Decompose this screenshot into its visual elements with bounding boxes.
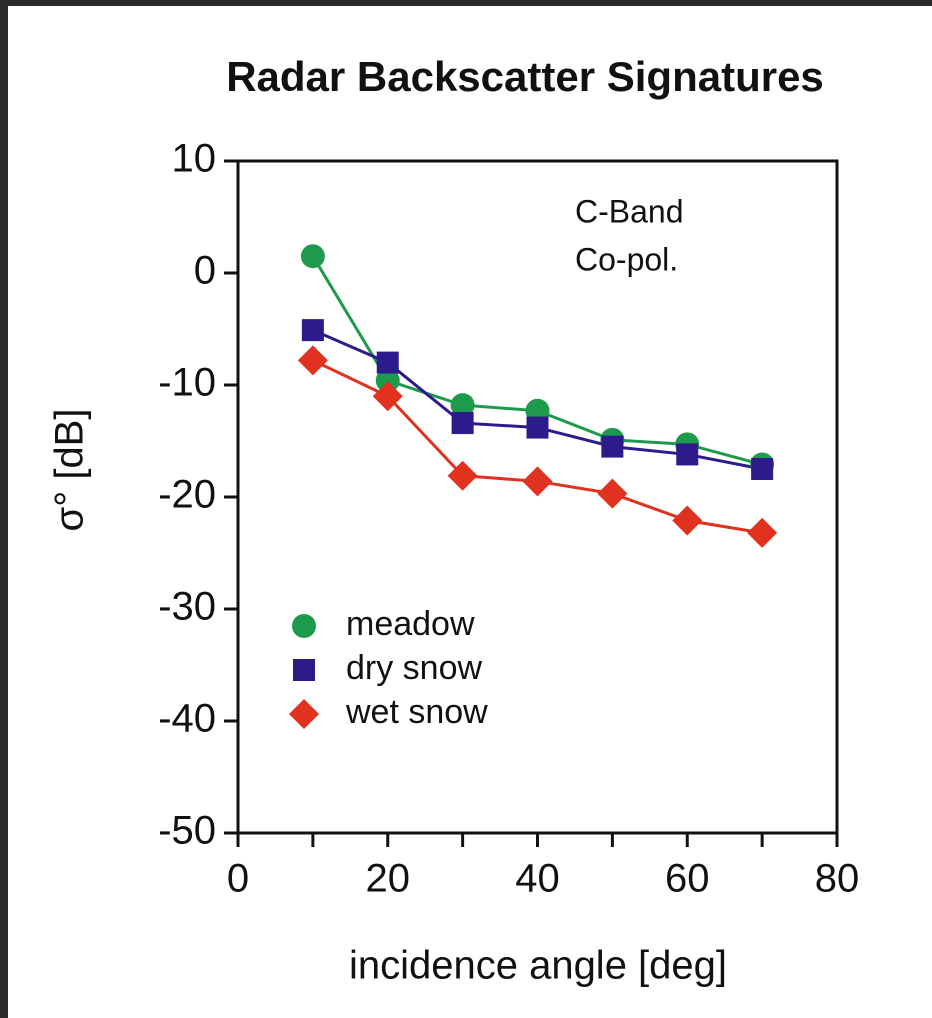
legend-marker (293, 659, 315, 681)
legend-label: meadow (346, 605, 475, 643)
y-tick-label: 10 (172, 137, 217, 181)
marker (447, 460, 478, 491)
legend-label: dry snow (346, 649, 482, 687)
marker (301, 319, 324, 342)
y-tick-label: -10 (158, 361, 216, 405)
marker (297, 345, 328, 376)
annotation: Co-pol. (575, 241, 678, 277)
marker (751, 458, 774, 480)
x-tick-label: 20 (366, 857, 411, 901)
y-tick-label: -40 (158, 697, 216, 741)
marker (597, 478, 628, 509)
annotation: C-Band (575, 193, 684, 229)
x-tick-label: 40 (515, 857, 560, 901)
marker (372, 381, 403, 412)
y-tick-label: -20 (158, 473, 216, 517)
y-tick-label: -30 (158, 585, 216, 629)
marker (526, 416, 549, 439)
x-axis-label: incidence angle [deg] (349, 944, 727, 988)
marker (375, 368, 400, 393)
marker (451, 412, 474, 435)
marker (300, 244, 325, 269)
legend-marker (289, 699, 319, 729)
marker (376, 351, 399, 374)
marker (676, 443, 699, 466)
marker (450, 393, 475, 418)
chart-title: Radar Backscatter Signatures (226, 53, 824, 100)
legend-label: wet snow (345, 693, 488, 731)
legend-marker (292, 614, 316, 638)
x-tick-label: 80 (815, 857, 860, 901)
y-tick-label: -50 (158, 809, 216, 853)
background (8, 6, 932, 1018)
marker (672, 505, 703, 536)
y-tick-label: 0 (194, 249, 216, 293)
y-axis-label: σ° [dB] (48, 409, 92, 532)
marker (747, 517, 778, 548)
x-tick-label: 60 (665, 857, 710, 901)
marker (522, 466, 553, 497)
marker (601, 435, 624, 458)
x-tick-label: 0 (227, 857, 249, 901)
